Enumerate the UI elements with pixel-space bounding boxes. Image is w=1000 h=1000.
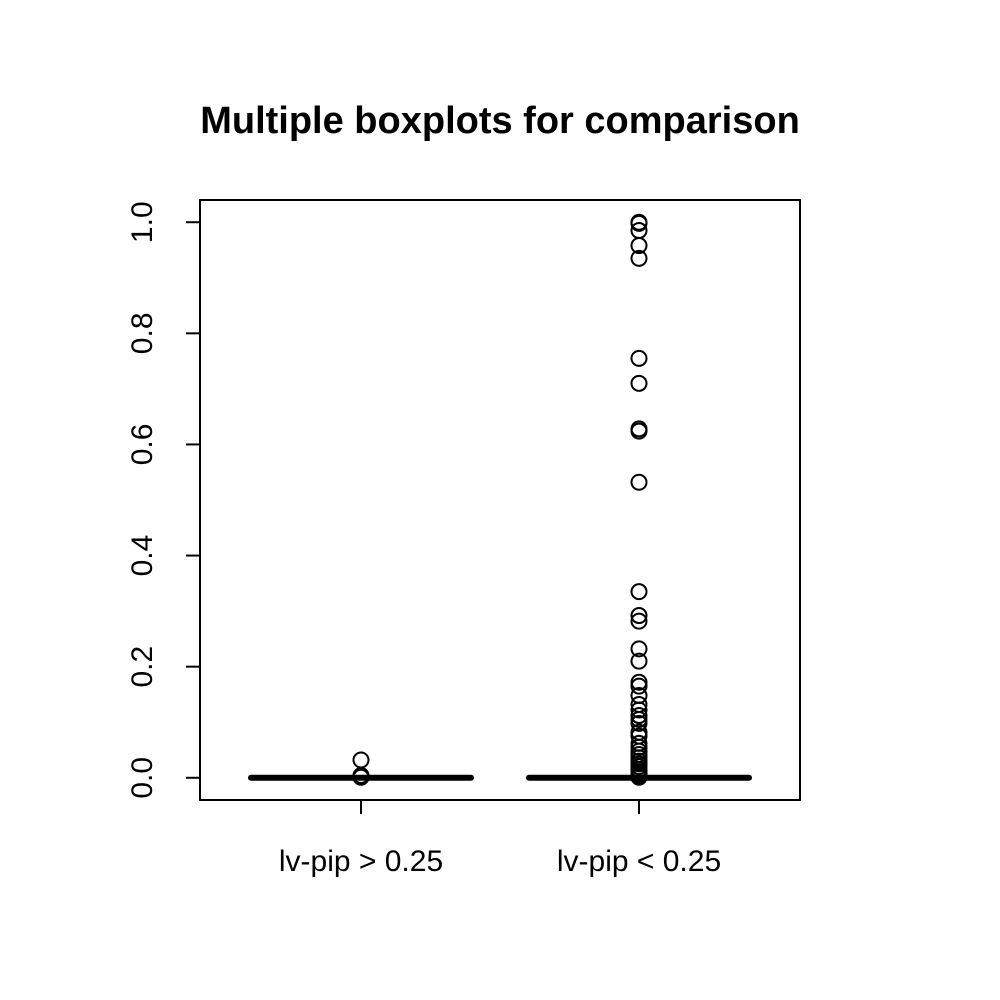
- outlier-point: [352, 768, 370, 786]
- y-tick-label: 0.4: [126, 535, 159, 577]
- y-tick-label: 0.2: [126, 646, 159, 688]
- outlier-point: [630, 612, 648, 630]
- outlier-point: [630, 374, 648, 392]
- x-tick-label: lv-pip < 0.25: [557, 845, 721, 878]
- chart-title: Multiple boxplots for comparison: [200, 100, 800, 142]
- y-tick-label: 0.6: [126, 424, 159, 466]
- y-tick-label: 0.8: [126, 312, 159, 354]
- outlier-point: [630, 652, 648, 670]
- outlier-point: [630, 249, 648, 267]
- y-tick-label: 1.0: [126, 201, 159, 243]
- outlier-point: [630, 768, 648, 786]
- outlier-point: [630, 640, 648, 658]
- y-tick-label: 0.0: [126, 757, 159, 799]
- outlier-point: [630, 422, 648, 440]
- outlier-point: [630, 714, 648, 732]
- x-axis: lv-pip > 0.25 lv-pip < 0.25: [279, 800, 721, 878]
- x-tick-label: lv-pip > 0.25: [279, 845, 443, 878]
- outlier-point: [630, 583, 648, 601]
- outlier-point: [630, 349, 648, 367]
- outlier-point: [352, 751, 370, 769]
- plot-frame: [199, 199, 801, 801]
- outlier-point: [630, 701, 648, 719]
- outlier-point: [630, 607, 648, 625]
- boxes-layer: [248, 213, 752, 786]
- y-axis: 0.0 0.2 0.4 0.6 0.8 1.0: [126, 201, 200, 799]
- outlier-point: [630, 214, 648, 232]
- outlier-point: [630, 677, 648, 695]
- outlier-point: [630, 473, 648, 491]
- outlier-point: [630, 237, 648, 255]
